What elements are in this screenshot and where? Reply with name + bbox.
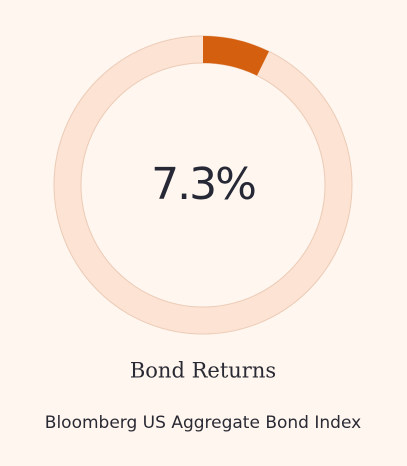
chart-subtitle: Bloomberg US Aggregate Bond Index — [45, 413, 361, 433]
donut-segment — [203, 36, 269, 76]
chart-title: Bond Returns — [130, 359, 276, 383]
center-value-label: 7.3% — [151, 159, 255, 210]
